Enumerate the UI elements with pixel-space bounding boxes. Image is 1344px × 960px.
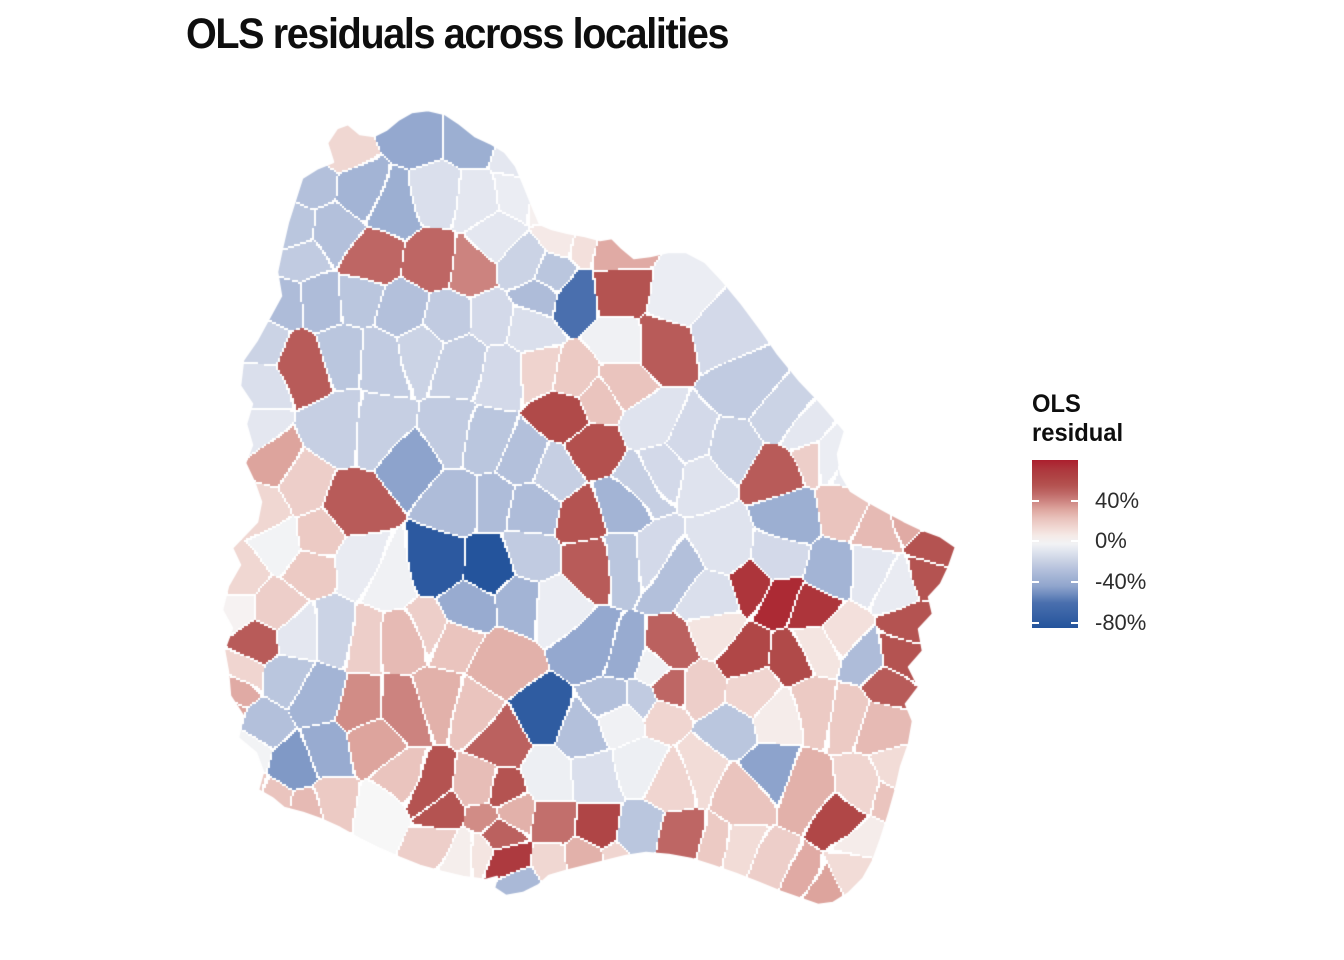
legend-tick-label: 0% — [1095, 528, 1127, 554]
legend: OLS residual 40% 0% -40% -80% — [1032, 390, 1262, 640]
colorbar-tick-mark — [1032, 540, 1039, 543]
legend-tick-label: -80% — [1095, 609, 1147, 635]
colorbar-tick-mark — [1032, 621, 1039, 624]
colorbar-tick-mark — [1071, 499, 1078, 502]
colorbar-tick-mark — [1071, 581, 1078, 584]
colorbar-tick-mark — [1032, 499, 1039, 502]
colorbar-tick-mark — [1032, 581, 1039, 584]
legend-tick-labels: 40% 0% -40% -80% — [1095, 460, 1245, 635]
legend-body: 40% 0% -40% -80% — [1032, 460, 1262, 635]
legend-tick-label: -40% — [1095, 569, 1147, 595]
legend-tick-label: 40% — [1095, 487, 1140, 513]
legend-colorbar — [1032, 460, 1078, 628]
colorbar-tick-mark — [1071, 540, 1078, 543]
legend-title: OLS residual — [1032, 390, 1124, 447]
colorbar-tick-mark — [1071, 621, 1078, 624]
